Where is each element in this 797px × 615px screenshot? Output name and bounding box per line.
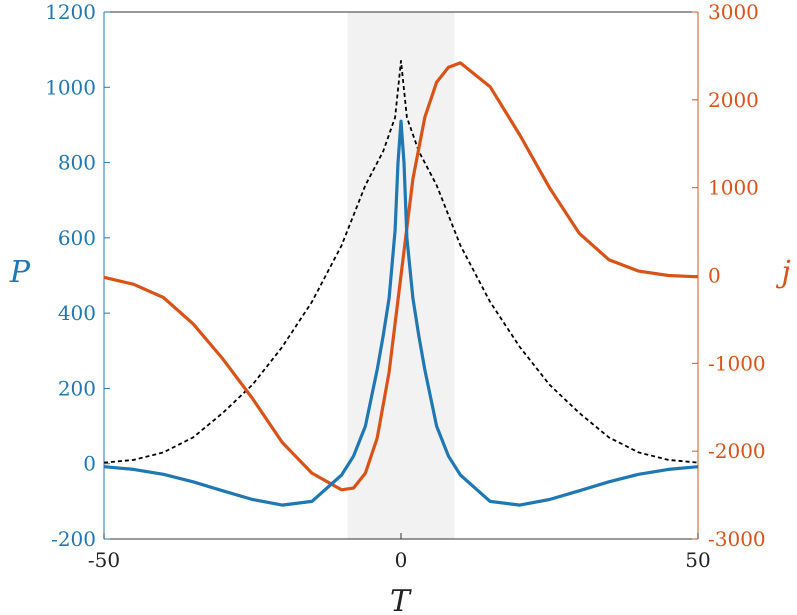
ticks-layer: -200020040060080010001200-3000-2000-1000…: [45, 0, 766, 572]
y-left-tick-label: -200: [51, 527, 96, 551]
x-tick-label: -50: [88, 548, 120, 572]
y-left-tick-label: 400: [58, 301, 96, 325]
series-layer: [103, 60, 699, 507]
y-right-tick-label: -3000: [708, 527, 766, 551]
y-right-tick-label: 1000: [708, 176, 759, 200]
y-left-tick-label: 200: [58, 376, 96, 400]
y-left-tick-label: 600: [58, 226, 96, 250]
x-tick-label: 50: [685, 548, 710, 572]
y-left-tick-label: 800: [58, 151, 96, 175]
series-line-3: [103, 60, 699, 464]
y-right-tick-label: 0: [708, 264, 721, 288]
y-right-tick-label: -1000: [708, 351, 766, 375]
series-line-2: [103, 61, 699, 492]
y-axis-left-label: P: [9, 255, 31, 290]
x-tick-label: 0: [395, 548, 408, 572]
y-left-tick-label: 1200: [45, 0, 96, 24]
y-axis-right-label: j: [775, 255, 790, 290]
y-right-tick-label: 2000: [708, 88, 759, 112]
series-line-1: [103, 119, 699, 507]
y-left-tick-label: 1000: [45, 75, 96, 99]
x-axis-label: T: [390, 584, 412, 615]
y-right-tick-label: 3000: [708, 0, 759, 24]
y-left-tick-label: 0: [83, 452, 96, 476]
y-right-tick-label: -2000: [708, 439, 766, 463]
